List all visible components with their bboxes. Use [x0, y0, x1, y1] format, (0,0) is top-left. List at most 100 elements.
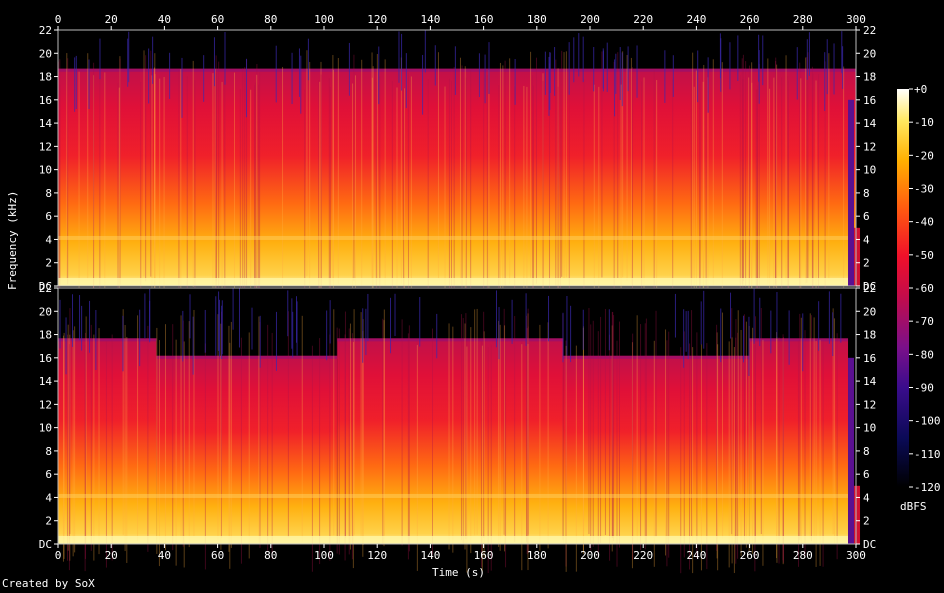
x-tick-label: 220 [633, 549, 653, 562]
x-tick-label: 100 [314, 549, 334, 562]
x-tick-label: 60 [211, 549, 224, 562]
plot-area [57, 29, 861, 574]
texture-streak [67, 324, 69, 551]
texture-streak [769, 88, 771, 315]
texture-streak [214, 68, 216, 295]
texture-spike [169, 52, 171, 99]
texture-spike [842, 46, 844, 89]
texture-streak [739, 75, 741, 302]
texture-streak [810, 315, 812, 542]
texture-streak [655, 310, 657, 537]
texture-streak [488, 69, 490, 296]
texture-streak [618, 321, 620, 548]
texture-spike [602, 48, 604, 89]
cutoff-edge [337, 338, 564, 342]
texture-streak [693, 86, 695, 313]
texture-streak [773, 77, 775, 304]
texture-streak [126, 336, 128, 563]
texture-streak [400, 57, 402, 284]
texture-streak [527, 326, 529, 553]
texture-streak [242, 68, 244, 295]
texture-spike [582, 309, 584, 350]
texture-streak [555, 59, 557, 286]
colorbar-tick-label: -50 [914, 249, 934, 262]
texture-streak [404, 88, 406, 315]
texture-streak [450, 80, 452, 307]
texture-streak [375, 81, 377, 308]
colorbar-tick-label: -20 [914, 149, 934, 162]
texture-streak [632, 67, 634, 294]
x-tick-label: 160 [474, 549, 494, 562]
texture-spike [81, 305, 83, 351]
texture-streak [542, 73, 544, 300]
texture-streak [328, 78, 330, 305]
y-tick-label: 14 [863, 375, 877, 388]
texture-streak [583, 326, 585, 553]
texture-streak [509, 58, 511, 285]
texture-streak [410, 76, 412, 303]
texture-streak [666, 340, 668, 567]
texture-streak [617, 52, 619, 279]
texture-streak [98, 328, 100, 555]
y-tick-label: 16 [39, 94, 52, 107]
texture-streak [59, 59, 61, 286]
texture-streak [407, 333, 409, 560]
texture-streak [733, 347, 735, 574]
texture-streak [178, 70, 180, 297]
texture-streak [755, 89, 757, 316]
texture-streak [526, 86, 528, 313]
texture-spike [89, 300, 91, 353]
texture-streak [559, 71, 561, 298]
texture-streak [705, 80, 707, 307]
texture-streak [228, 325, 230, 552]
texture-streak [143, 50, 145, 277]
texture-streak [384, 59, 386, 286]
texture-spike [720, 308, 722, 363]
texture-streak [797, 340, 799, 567]
texture-streak [372, 66, 374, 293]
texture-spike [806, 39, 808, 80]
texture-streak [787, 75, 789, 302]
texture-spike [454, 46, 456, 95]
colorbar-tick-label: -80 [914, 348, 934, 361]
cutoff-edge [156, 355, 338, 359]
texture-spike [139, 309, 141, 367]
texture-streak [527, 344, 529, 571]
texture-streak [776, 336, 778, 563]
y-tick-label: 4 [863, 491, 870, 504]
texture-streak [604, 308, 606, 535]
texture-spike [621, 52, 623, 107]
texture-streak [306, 50, 308, 277]
texture-streak [104, 72, 106, 299]
texture-streak [220, 311, 222, 538]
texture-streak [67, 58, 69, 285]
texture-spike [419, 297, 421, 347]
texture-streak [833, 318, 835, 545]
texture-streak [69, 334, 71, 561]
texture-spike [570, 305, 572, 363]
texture-streak [164, 324, 166, 551]
y-tick-label: 16 [39, 352, 52, 365]
texture-streak [745, 321, 747, 548]
texture-streak [78, 71, 80, 298]
texture-streak [557, 68, 559, 295]
texture-streak [74, 326, 76, 553]
texture-streak [756, 89, 758, 316]
y-tick-label: 10 [863, 422, 876, 435]
texture-spike [75, 55, 77, 109]
x-tick-label: 40 [158, 13, 171, 26]
texture-streak [408, 325, 410, 552]
texture-streak [396, 87, 398, 314]
texture-streak [332, 69, 334, 296]
texture-spike [619, 47, 621, 100]
texture-spike [802, 313, 804, 372]
texture-streak [371, 77, 373, 304]
texture-streak [818, 74, 820, 301]
x-tick-label: 80 [264, 13, 277, 26]
texture-streak [319, 338, 321, 565]
y-tick-label: 14 [39, 375, 53, 388]
texture-streak [568, 69, 570, 296]
spectral-energy [58, 68, 856, 287]
texture-streak [504, 60, 506, 287]
y-axis-label: Frequency (kHz) [6, 190, 19, 290]
